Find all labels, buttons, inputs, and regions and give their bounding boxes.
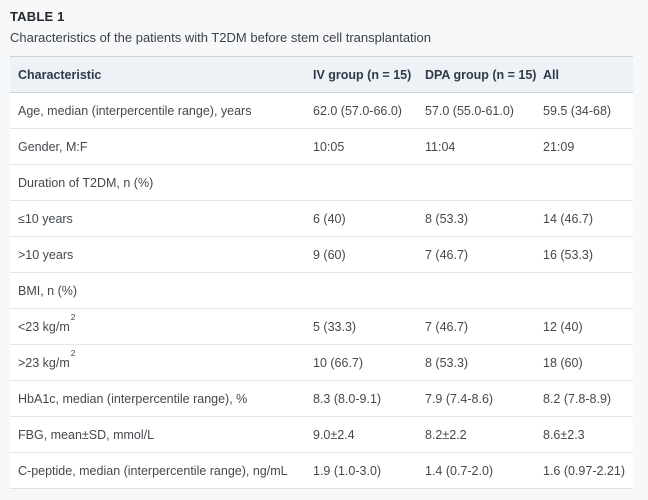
cell-all: 18 (60) (543, 344, 633, 381)
cell-dpa: 11:04 (425, 128, 543, 165)
table-row-bmi-group: BMI, n (%) (10, 272, 633, 309)
row-label: Duration of T2DM, n (%) (10, 164, 313, 201)
cell-dpa: 1.4 (0.7-2.0) (425, 452, 543, 489)
table-row-duration-le10: ≤10 years 6 (40) 8 (53.3) 14 (46.7) (10, 200, 633, 237)
table-header-row: Characteristic IV group (n = 15) DPA gro… (10, 56, 633, 93)
row-label: Age, median (interpercentile range), yea… (10, 92, 313, 129)
cell-iv: 9.0±2.4 (313, 416, 425, 453)
cell-dpa: 7 (46.7) (425, 236, 543, 273)
cell-iv: 9 (60) (313, 236, 425, 273)
row-label: >23 kg/m2 (10, 344, 313, 381)
col-header-iv-group: IV group (n = 15) (313, 56, 425, 93)
cell-all: 1.6 (0.97-2.21) (543, 452, 633, 489)
table-row-hba1c: HbA1c, median (interpercentile range), %… (10, 380, 633, 417)
table-label: TABLE 1 (10, 9, 65, 24)
cell-iv: 5 (33.3) (313, 308, 425, 345)
table-row-duration-group: Duration of T2DM, n (%) (10, 164, 633, 201)
cell-all: 21:09 (543, 128, 633, 165)
characteristics-table: Characteristic IV group (n = 15) DPA gro… (10, 56, 633, 489)
cell-iv: 62.0 (57.0-66.0) (313, 92, 425, 129)
cell-dpa: 57.0 (55.0-61.0) (425, 92, 543, 129)
superscript-2: 2 (70, 312, 76, 323)
table-caption: Characteristics of the patients with T2D… (10, 30, 432, 45)
row-label: ≤10 years (10, 200, 313, 237)
cell-all: 8.2 (7.8-8.9) (543, 380, 633, 417)
row-label-text: <23 kg/m (18, 319, 70, 334)
cell-iv: 6 (40) (313, 200, 425, 237)
superscript-2: 2 (70, 348, 76, 359)
col-header-dpa-group: DPA group (n = 15) (425, 56, 543, 93)
col-header-all: All (543, 56, 633, 93)
row-label: FBG, mean±SD, mmol/L (10, 416, 313, 453)
cell-all (543, 164, 633, 201)
row-label: >10 years (10, 236, 313, 273)
cell-dpa: 8.2±2.2 (425, 416, 543, 453)
row-label: HbA1c, median (interpercentile range), % (10, 380, 313, 417)
cell-iv (313, 164, 425, 201)
table-row-c-peptide: C-peptide, median (interpercentile range… (10, 452, 633, 489)
cell-iv (313, 272, 425, 309)
table-row-duration-gt10: >10 years 9 (60) 7 (46.7) 16 (53.3) (10, 236, 633, 273)
cell-dpa: 8 (53.3) (425, 200, 543, 237)
cell-dpa: 7 (46.7) (425, 308, 543, 345)
table-row-gender: Gender, M:F 10:05 11:04 21:09 (10, 128, 633, 165)
paper-table-view: TABLE 1 Characteristics of the patients … (10, 9, 633, 489)
table-row-bmi-lt23: <23 kg/m2 5 (33.3) 7 (46.7) 12 (40) (10, 308, 633, 345)
row-label: Gender, M:F (10, 128, 313, 165)
table-row-age: Age, median (interpercentile range), yea… (10, 92, 633, 129)
cell-all: 8.6±2.3 (543, 416, 633, 453)
cell-all: 59.5 (34-68) (543, 92, 633, 129)
row-label: C-peptide, median (interpercentile range… (10, 452, 313, 489)
cell-iv: 1.9 (1.0-3.0) (313, 452, 425, 489)
cell-iv: 10 (66.7) (313, 344, 425, 381)
cell-dpa (425, 272, 543, 309)
cell-iv: 8.3 (8.0-9.1) (313, 380, 425, 417)
cell-all: 14 (46.7) (543, 200, 633, 237)
cell-dpa: 8 (53.3) (425, 344, 543, 381)
cell-dpa (425, 164, 543, 201)
cell-all: 12 (40) (543, 308, 633, 345)
row-label: BMI, n (%) (10, 272, 313, 309)
cell-dpa: 7.9 (7.4-8.6) (425, 380, 543, 417)
col-header-characteristic: Characteristic (10, 56, 313, 93)
cell-iv: 10:05 (313, 128, 425, 165)
row-label: <23 kg/m2 (10, 308, 313, 345)
table-row-bmi-gt23: >23 kg/m2 10 (66.7) 8 (53.3) 18 (60) (10, 344, 633, 381)
table-row-fbg: FBG, mean±SD, mmol/L 9.0±2.4 8.2±2.2 8.6… (10, 416, 633, 453)
row-label-text: >23 kg/m (18, 355, 70, 370)
cell-all: 16 (53.3) (543, 236, 633, 273)
cell-all (543, 272, 633, 309)
